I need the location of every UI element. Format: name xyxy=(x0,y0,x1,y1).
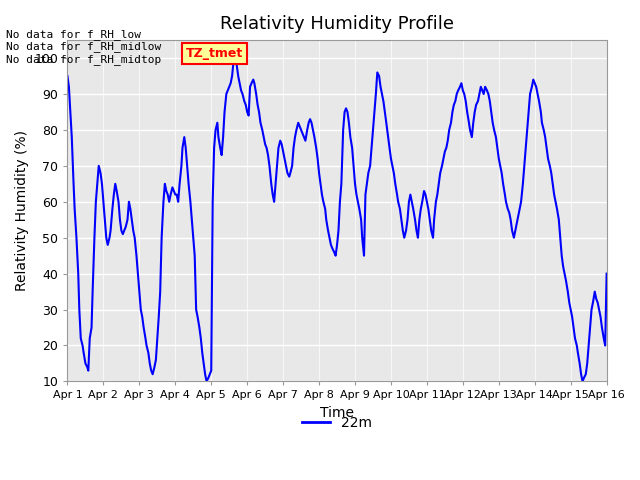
Text: No data for f_RH_low
No data for f_RH_midlow
No data for f_RH_midtop: No data for f_RH_low No data for f_RH_mi… xyxy=(6,29,162,65)
Text: TZ_tmet: TZ_tmet xyxy=(186,47,243,60)
Title: Relativity Humidity Profile: Relativity Humidity Profile xyxy=(220,15,454,33)
X-axis label: Time: Time xyxy=(320,406,354,420)
Y-axis label: Relativity Humidity (%): Relativity Humidity (%) xyxy=(15,130,29,291)
Legend: 22m: 22m xyxy=(296,411,378,436)
